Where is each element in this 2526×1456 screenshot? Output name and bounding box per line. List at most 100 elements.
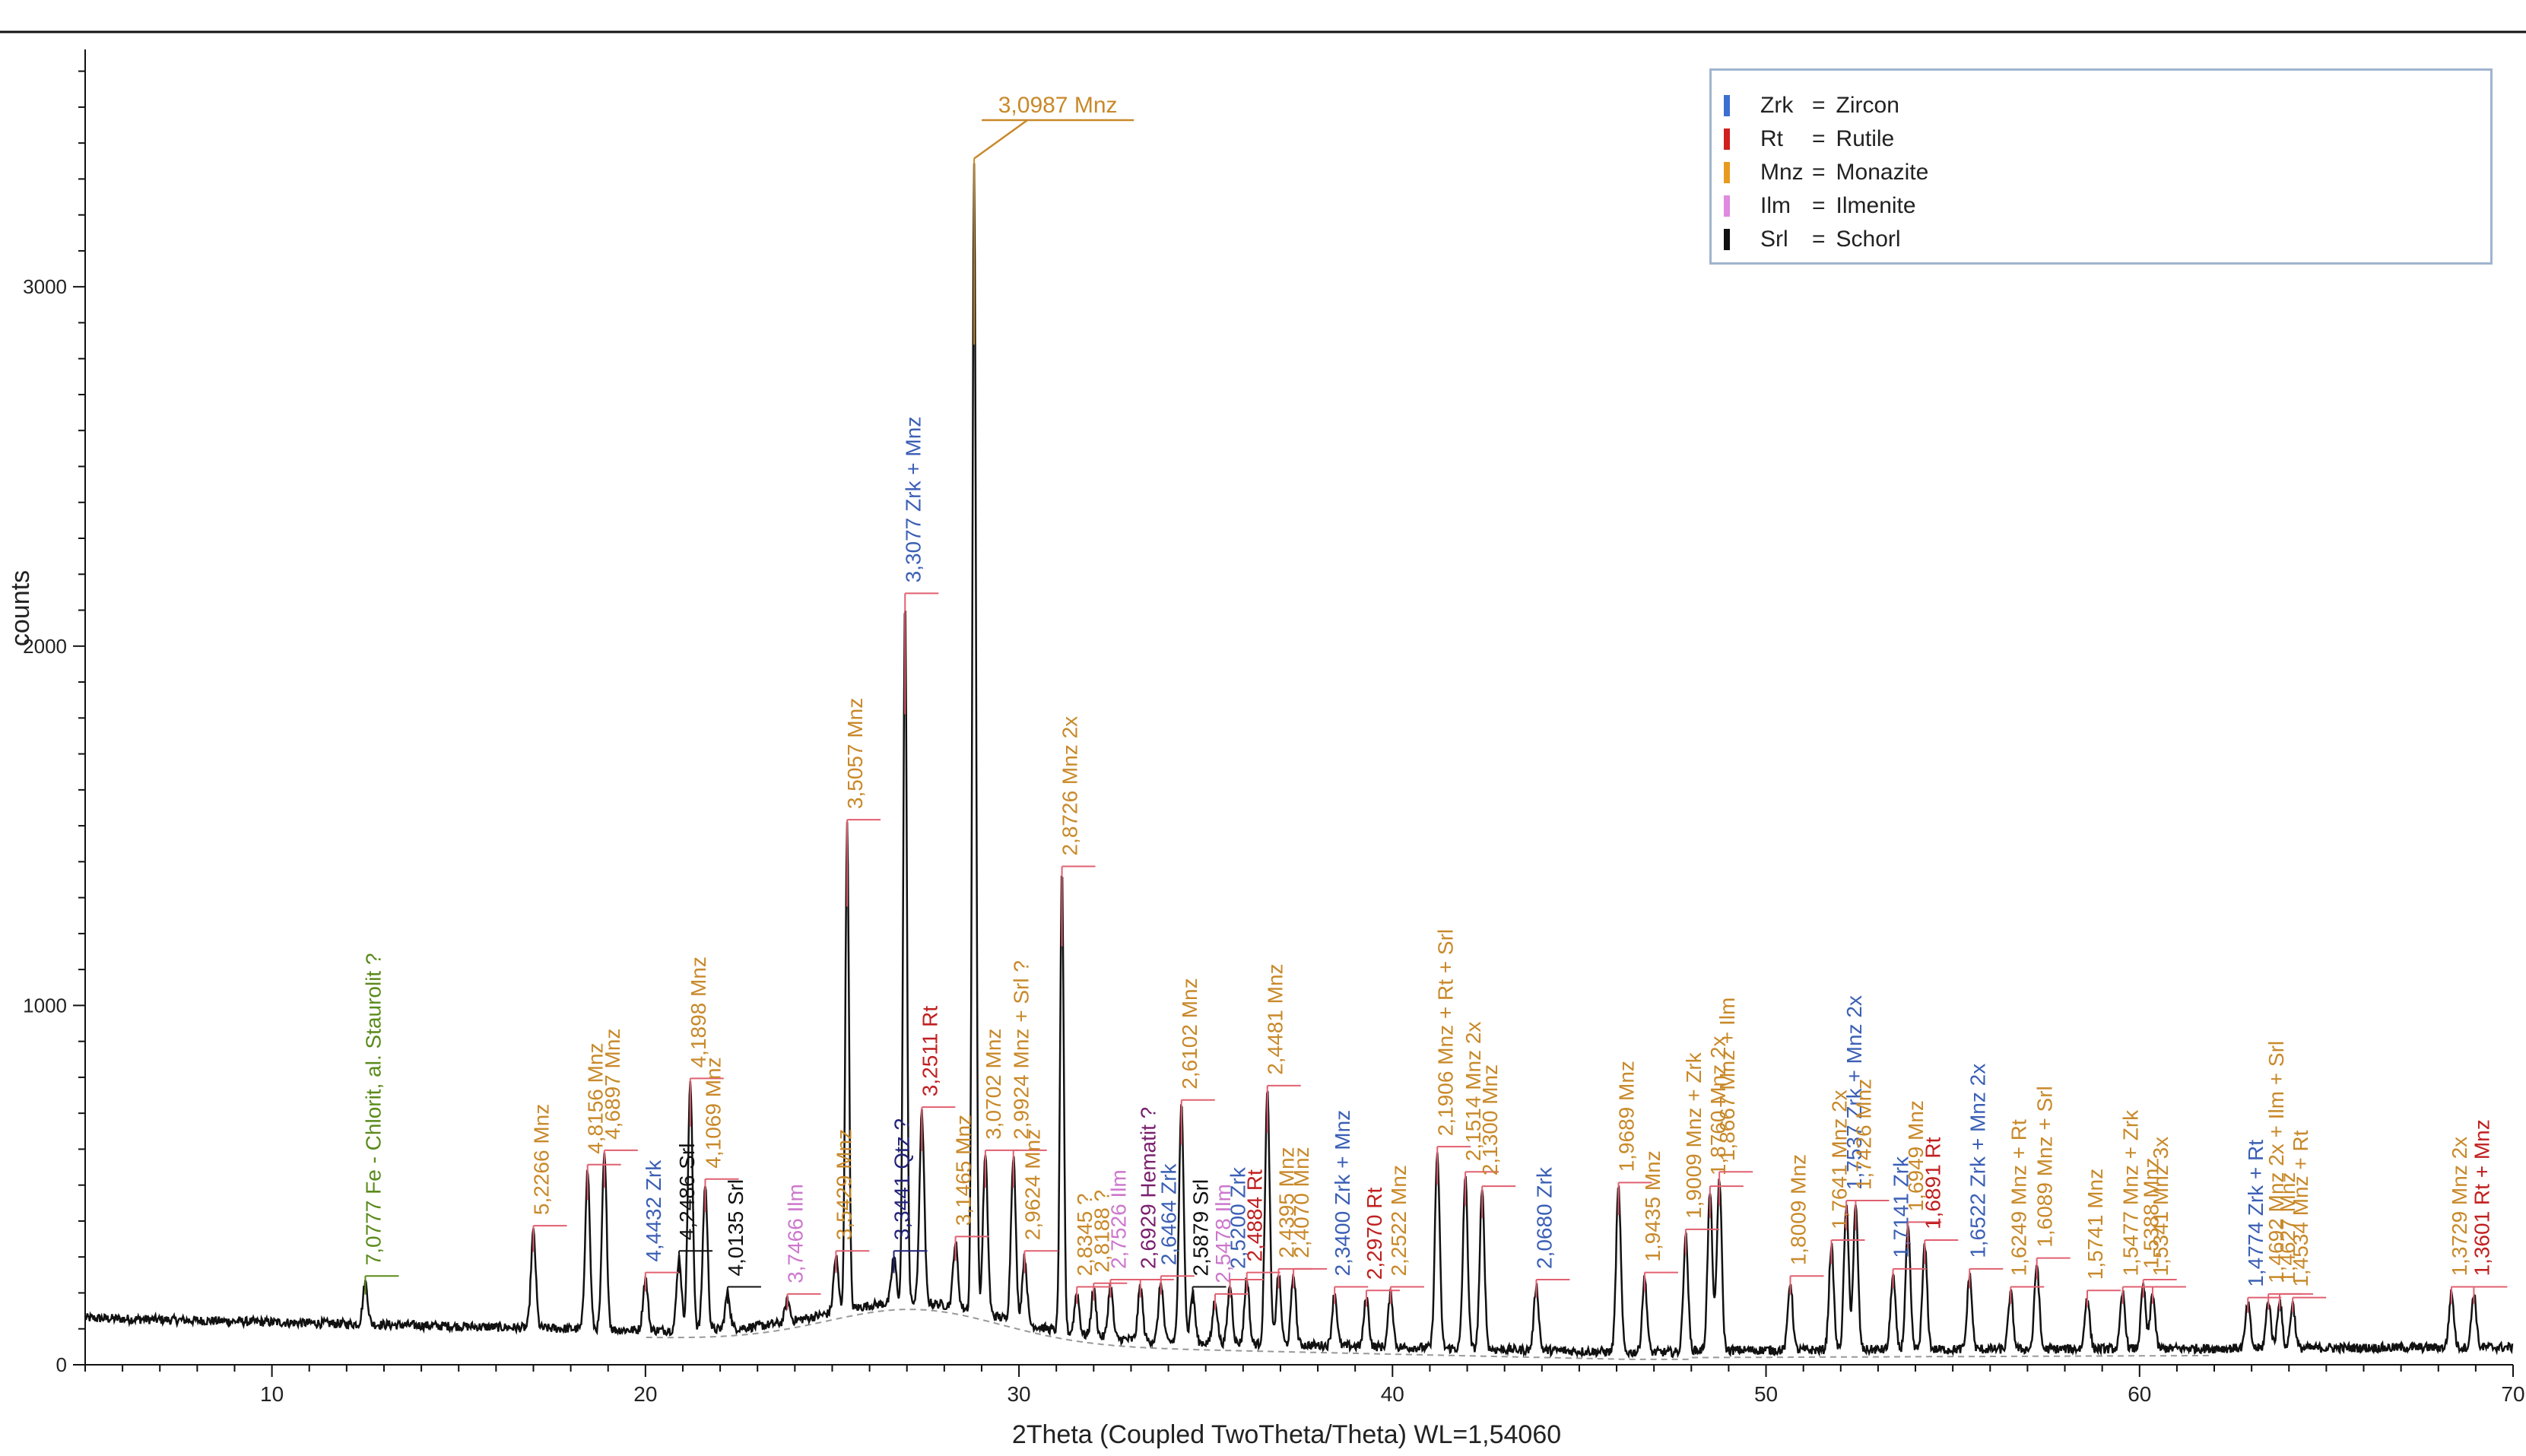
peak-marker: 1,5741 Mnz <box>2083 1169 2121 1307</box>
y-tick-label: 0 <box>56 1353 67 1376</box>
peak-marker: 3,5429 Mnz <box>832 1129 870 1274</box>
peak-marker: 2,4070 Mnz <box>1290 1147 1328 1289</box>
legend-entry: Mnz = Monazite <box>1724 157 1928 188</box>
peak-label: 1,9689 Mnz <box>1615 1061 1639 1172</box>
legend-entry: Ilm = Ilmenite <box>1724 191 1916 221</box>
peak-marker: 4,1898 Mnz <box>687 956 724 1127</box>
peak-marker: 3,3441 Qtz ? <box>890 1118 928 1274</box>
peak-marker: 2,8188 ? <box>1090 1190 1128 1301</box>
peak-label: 4,4432 Zrk <box>642 1159 665 1262</box>
x-tick-label: 10 <box>260 1382 284 1406</box>
peak-label: 1,8009 Mnz <box>1787 1154 1810 1265</box>
peak-marker: 1,4627 Mnz <box>2276 1172 2313 1310</box>
peak-label: 1,5341 Mnz 3x <box>2149 1137 2172 1277</box>
peak-label: 2,8726 Mnz 2x <box>1058 716 1082 856</box>
peak-marker: 1,8009 Mnz <box>1787 1154 1824 1295</box>
peak-marker: 1,4692 Mnz 2x + Ilm + Srl <box>2264 1041 2302 1310</box>
peak-label: 2,7526 Ilm <box>1106 1169 1130 1269</box>
peak-marker: 2,4395 Mnz <box>1275 1147 1312 1289</box>
peak-label: 3,5429 Mnz <box>832 1129 855 1240</box>
peak-label: 4,0135 Srl <box>724 1179 747 1277</box>
peak-label: 2,4395 Mnz <box>1275 1147 1299 1258</box>
y-tick-label: 2000 <box>23 635 67 658</box>
peak-label: 1,7141 Zrk <box>1890 1156 1913 1258</box>
peak-marker: 3,3077 Zrk + Mnz <box>901 417 939 715</box>
peak-marker: 1,6089 Mnz + Srl <box>2033 1086 2071 1280</box>
peak-marker: 3,1465 Mnz <box>952 1115 989 1261</box>
legend-swatch <box>1724 162 1730 183</box>
peak-marker: 1,9009 Mnz + Zrk <box>1682 1052 1719 1255</box>
peak-marker: 2,8726 Mnz 2x <box>1058 716 1096 947</box>
peak-label: 3,7466 Ilm <box>784 1184 808 1283</box>
legend-equals: = <box>1812 126 1826 151</box>
peak-marker: 4,4432 Zrk <box>642 1159 679 1292</box>
peak-marker: 2,6929 Hematit ? <box>1137 1107 1174 1298</box>
peak-label: 2,4070 Mnz <box>1290 1147 1313 1258</box>
legend-code: Srl <box>1760 227 1788 252</box>
peak-label: 4,6897 Mnz <box>601 1029 624 1140</box>
peak-marker: 2,4481 Mnz <box>1264 963 1301 1133</box>
pattern-series <box>84 163 2514 1360</box>
legend-code: Ilm <box>1760 193 1791 218</box>
peak-marker: 1,5341 Mnz 3x <box>2149 1137 2186 1304</box>
legend-code: Mnz <box>1760 160 1804 185</box>
legend-entry: Srl = Schorl <box>1724 224 1901 255</box>
x-tick-label: 50 <box>1754 1382 1778 1406</box>
peak-label: 1,4692 Mnz 2x + Ilm + Srl <box>2264 1041 2288 1283</box>
peak-marker: 2,9624 Mnz <box>1020 1129 1058 1274</box>
peak-marker: 2,6464 Zrk <box>1157 1163 1195 1295</box>
legend-name: Schorl <box>1836 227 1901 252</box>
legend-name: Monazite <box>1836 160 1929 185</box>
peak-label: 2,5879 Srl <box>1189 1179 1213 1277</box>
y-tick-label: 3000 <box>23 275 67 298</box>
peak-label: 2,1300 Mnz <box>1478 1064 1502 1175</box>
peak-marker: 3,0987 Mnz <box>973 93 1134 345</box>
peak-label: 3,2511 Rt <box>918 1006 941 1097</box>
peak-marker: 2,2970 Rt <box>1363 1188 1400 1307</box>
legend-name: Zircon <box>1836 93 1899 118</box>
legend-swatch <box>1724 95 1730 116</box>
y-axis-label: counts <box>6 570 35 646</box>
peak-marker: 1,7641 Mnz 2x <box>1828 1090 1865 1264</box>
peak-label: 1,3601 Rt + Mnz <box>2470 1119 2493 1276</box>
peak-marker: 2,1514 Mnz 2x <box>1461 1022 1499 1207</box>
peak-label: 1,4774 Zrk + Rt <box>2244 1140 2267 1287</box>
peak-label: 1,8760 Mnz 2x <box>1706 1036 1730 1176</box>
x-tick-label: 20 <box>633 1382 657 1406</box>
peak-markers: 7,0777 Fe - Chlorit, al. Staurolit ? 5,22… <box>361 93 2508 1313</box>
peak-marker: 3,7466 Ilm <box>784 1184 821 1310</box>
legend-equals: = <box>1812 193 1826 218</box>
peak-marker: 1,4534 Mnz + Rt <box>2289 1130 2327 1313</box>
peak-marker: 3,5057 Mnz <box>843 698 881 907</box>
peak-label: 2,5200 Zrk <box>1227 1166 1250 1269</box>
peak-marker: 2,5200 Zrk <box>1227 1166 1264 1298</box>
peak-label: 1,6891 Rt <box>1921 1137 1944 1229</box>
legend-name: Ilmenite <box>1836 193 1916 218</box>
peak-marker: 4,2486 Srl <box>675 1144 713 1274</box>
legend-equals: = <box>1812 160 1826 185</box>
peak-marker: 2,1906 Mnz + Rt + Srl <box>1433 929 1471 1185</box>
legend-equals: = <box>1812 93 1826 118</box>
peak-label: 5,2266 Mnz <box>530 1104 554 1215</box>
peak-marker: 4,0135 Srl <box>724 1179 761 1304</box>
peak-label: 1,5741 Mnz <box>2083 1169 2107 1280</box>
peak-label: 2,4481 Mnz <box>1264 963 1287 1074</box>
peak-marker: 1,7141 Zrk <box>1890 1156 1927 1289</box>
peak-label: 1,6522 Zrk + Mnz 2x <box>1966 1064 1989 1258</box>
peak-marker: 2,0680 Zrk <box>1532 1166 1570 1298</box>
peak-label: 3,0702 Mnz <box>982 1029 1005 1140</box>
peak-label: 2,5478 Ilm <box>1211 1184 1235 1283</box>
peak-marker: 1,3729 Mnz 2x <box>2448 1137 2485 1304</box>
peak-label: 1,5477 Mnz + Zrk <box>2119 1109 2143 1277</box>
peak-marker: 4,8156 Mnz <box>584 1042 621 1201</box>
peak-marker: 4,1069 Mnz <box>701 1057 739 1213</box>
peak-label: 1,6089 Mnz + Srl <box>2033 1086 2057 1247</box>
legend: Zrk = Zircon Rt = Rutile Mnz = Monazite Ilm = Ilmen… <box>1709 68 2493 265</box>
background-curve <box>646 1308 2213 1360</box>
peak-marker: 2,5879 Srl <box>1189 1179 1227 1304</box>
peak-label: 4,1898 Mnz <box>687 956 710 1067</box>
peak-label: 3,5057 Mnz <box>843 698 867 809</box>
peak-label: 2,1514 Mnz 2x <box>1461 1022 1485 1162</box>
axis-ticks: 10 20 30 40 50 60 70 0 1000 2000 3000 <box>23 70 2525 1406</box>
peak-marker: 1,4774 Zrk + Rt <box>2244 1140 2282 1313</box>
